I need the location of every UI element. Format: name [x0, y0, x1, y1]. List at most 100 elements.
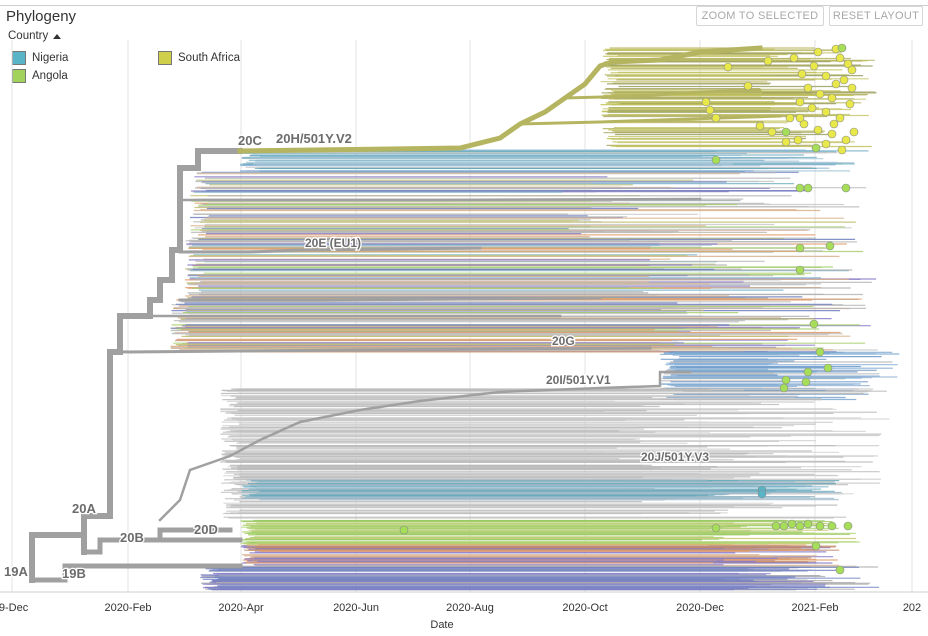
- tip-nigeria: [757, 489, 767, 499]
- backbone-branch: [518, 114, 782, 126]
- legend-item-angola[interactable]: Angola: [12, 69, 68, 83]
- tip-south-africa: [795, 113, 805, 123]
- tip-south-africa: [831, 79, 841, 89]
- tip-south-africa: [845, 99, 855, 109]
- axis-tick-label: 2020-Feb: [104, 602, 151, 614]
- tip-angola: [815, 347, 825, 357]
- tip-south-africa: [837, 145, 847, 155]
- tip-angola: [803, 519, 813, 529]
- tip-angola: [795, 521, 805, 531]
- clade-label: 20I/501Y.V1: [546, 373, 611, 387]
- clade-label: 19A: [4, 564, 28, 579]
- tip-angola: [803, 367, 813, 377]
- tip-angola: [827, 521, 837, 531]
- panel-top-border: [0, 5, 928, 6]
- legend-item-south-africa[interactable]: South Africa: [158, 51, 240, 65]
- date-axis: .9-Dec 2020-Feb 2020-Apr 2020-Jun 2020-Aug 20…: [0, 591, 928, 631]
- tip-angola: [711, 523, 721, 533]
- tip-south-africa: [785, 113, 795, 123]
- tip-angola: [843, 521, 853, 531]
- tip-south-africa: [821, 139, 831, 149]
- tip-south-africa: [821, 107, 831, 117]
- axis-tick-label: 2020-Dec: [676, 602, 724, 614]
- tip-angola: [795, 265, 805, 275]
- tip-angola: [795, 243, 805, 253]
- tip-south-africa: [723, 62, 733, 72]
- backbone-branch: [81, 349, 113, 555]
- tip-south-africa: [781, 137, 791, 147]
- tip-south-africa: [763, 56, 773, 66]
- tip-south-africa: [847, 83, 857, 93]
- clade-label: 20J/501Y.V3: [641, 450, 709, 464]
- panel-title: Phylogeny: [6, 8, 77, 25]
- tip-angola: [809, 319, 819, 329]
- tip-south-africa: [843, 59, 853, 69]
- axis-tick-label: 202: [903, 602, 921, 614]
- tip-angola: [771, 521, 781, 531]
- zoom-to-selected-button[interactable]: ZOOM TO SELECTED: [696, 6, 824, 26]
- axis-tick-label: 2020-Aug: [446, 602, 494, 614]
- tip-south-africa: [827, 129, 837, 139]
- tip-south-africa: [827, 93, 837, 103]
- tip-south-africa: [813, 47, 823, 57]
- axis-tick-label: 2020-Apr: [218, 602, 264, 614]
- backbone-branch: [178, 246, 482, 254]
- tip-angola: [399, 525, 409, 535]
- axis-tick-label: 2020-Oct: [562, 602, 607, 614]
- backbone-branch: [237, 45, 763, 154]
- tip-angola: [825, 241, 835, 251]
- tip-angola: [835, 565, 845, 575]
- tip-angola: [795, 183, 805, 193]
- axis-tick-label: 2020-Jun: [333, 602, 379, 614]
- tip-south-africa: [847, 65, 857, 75]
- tip-south-africa: [813, 125, 823, 135]
- clade-label: 20C: [238, 133, 262, 148]
- axis-tick-label: 2021-Feb: [791, 602, 838, 614]
- clade-label: 20G: [552, 334, 575, 348]
- caret-up-icon: [53, 33, 62, 39]
- tip-south-africa: [815, 89, 825, 99]
- tree-tips[interactable]: [399, 43, 859, 575]
- clade-label: 20H/501Y.V2: [276, 131, 352, 146]
- tip-south-africa: [711, 113, 721, 123]
- tip-angola: [811, 541, 821, 551]
- tip-south-africa: [797, 69, 807, 79]
- tip-angola: [823, 363, 833, 373]
- legend-title: Country: [8, 30, 49, 42]
- backbone-branch: [81, 537, 243, 555]
- tip-angola: [841, 183, 851, 193]
- backbone-branch: [563, 88, 762, 100]
- tip-south-africa: [795, 97, 805, 107]
- tip-south-africa: [789, 53, 799, 63]
- tip-south-africa: [799, 119, 809, 129]
- tree-leaf-branches: [170, 47, 900, 591]
- reset-layout-button[interactable]: RESET LAYOUT: [829, 6, 923, 26]
- tip-angola: [787, 519, 797, 529]
- tip-angola: [779, 521, 789, 531]
- tip-south-africa: [803, 83, 813, 93]
- tip-angola: [779, 383, 789, 393]
- tip-angola: [801, 377, 811, 387]
- clade-label: 19B: [62, 566, 86, 581]
- legend-country-toggle[interactable]: Country: [8, 30, 62, 42]
- tip-south-africa: [835, 113, 845, 123]
- tip-angola: [711, 155, 721, 165]
- tip-south-africa: [701, 97, 711, 107]
- tip-south-africa: [743, 81, 753, 91]
- clade-label: 20E (EU1): [305, 236, 361, 250]
- tip-angola: [781, 127, 791, 137]
- clade-label: 20B: [120, 530, 144, 545]
- tip-angola: [781, 375, 791, 385]
- tip-south-africa: [821, 71, 831, 81]
- tip-south-africa: [807, 103, 817, 113]
- clade-label: 20D: [194, 522, 218, 537]
- tip-angola: [811, 143, 821, 153]
- tip-south-africa: [755, 121, 765, 131]
- backbone-branch: [178, 197, 702, 202]
- tip-south-africa: [829, 119, 839, 129]
- clade-label: 20A: [72, 501, 96, 516]
- legend-label-angola: Angola: [32, 70, 68, 82]
- backbone-branch: [107, 148, 243, 355]
- tree-backbone: [29, 45, 782, 583]
